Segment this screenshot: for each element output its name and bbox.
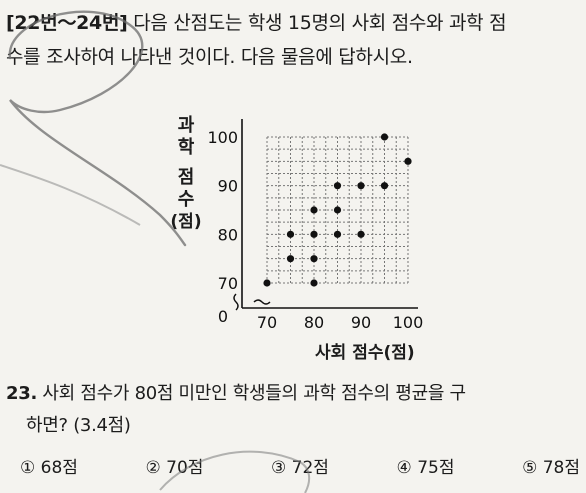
question-number: 23.	[6, 383, 37, 404]
data-point	[404, 157, 412, 165]
y-tick-label: 70	[218, 274, 238, 293]
question-line-2: 하면? (3.4점)	[26, 415, 131, 436]
tick-labels: 70 80 90 100 70 80 90 100 0	[207, 128, 423, 332]
y-axis-break-mark	[233, 293, 239, 311]
axes	[233, 119, 418, 311]
x-tick-label: 90	[351, 313, 371, 332]
y-tick-label: 80	[218, 225, 238, 244]
data-point	[286, 230, 295, 238]
data-point	[310, 255, 318, 263]
x-tick-label: 80	[304, 313, 324, 332]
question-text-1: 사회 점수가 80점 미만인 학생들의 과학 점수의 평균을 구	[37, 383, 466, 404]
data-point	[357, 230, 365, 238]
x-tick-label: 100	[393, 313, 424, 332]
x-axis-break-mark	[253, 299, 271, 305]
data-point	[333, 182, 342, 190]
choice-5[interactable]: ⑤ 78점	[522, 458, 580, 478]
data-point	[263, 279, 271, 287]
x-axis-label: 사회 점수(점)	[315, 343, 415, 363]
question-23: 23. 사회 점수가 80점 미만인 학생들의 과학 점수의 평균을 구 하면?…	[6, 378, 582, 442]
data-points	[263, 133, 412, 287]
y-tick-label: 100	[207, 128, 238, 147]
data-point	[310, 206, 318, 214]
intro-line-1-text: 다음 산점도는 학생 15명의 사회 점수와 과학 점	[127, 12, 507, 34]
data-point	[310, 230, 318, 238]
y-tick-label: 90	[218, 177, 238, 196]
answer-choices: ① 68점 ② 70점 ③ 72점 ④ 75점 ⑤ 78점	[20, 453, 580, 478]
data-point	[333, 230, 342, 238]
origin-label: 0	[218, 307, 228, 326]
choice-1[interactable]: ① 68점	[20, 458, 78, 478]
data-point	[286, 255, 295, 263]
data-point	[380, 133, 389, 141]
x-tick-label: 70	[257, 313, 277, 332]
choice-3[interactable]: ③ 72점	[271, 458, 329, 478]
data-point	[310, 279, 318, 287]
choice-2[interactable]: ② 70점	[145, 458, 204, 478]
choice-4[interactable]: ④ 75점	[396, 458, 455, 478]
question-line-1: 23. 사회 점수가 80점 미만인 학생들의 과학 점수의 평균을 구	[6, 378, 582, 410]
data-point	[333, 206, 342, 214]
data-point	[357, 182, 365, 190]
data-point	[380, 182, 389, 190]
